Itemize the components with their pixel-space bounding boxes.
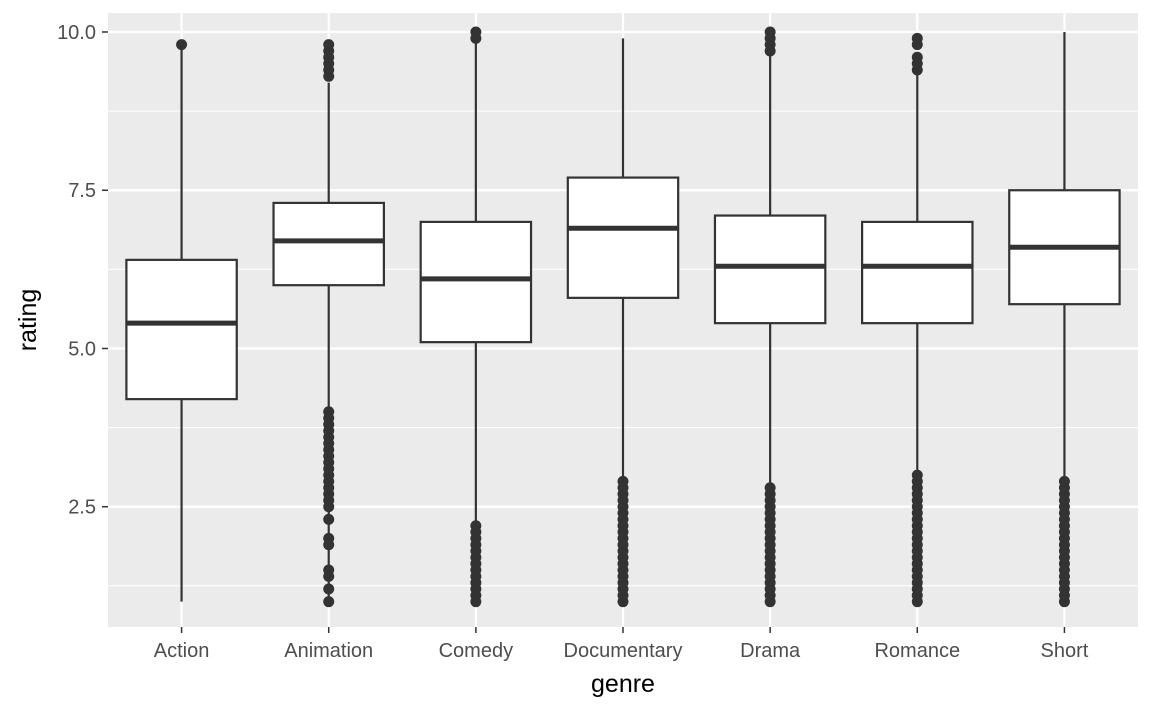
y-axis-title: rating bbox=[14, 289, 42, 352]
box-animation bbox=[272, 39, 385, 608]
outlier-point bbox=[323, 564, 335, 576]
outlier-point bbox=[323, 532, 335, 544]
outlier-point bbox=[323, 596, 335, 608]
box-romance bbox=[861, 32, 974, 608]
outlier-point bbox=[617, 475, 629, 487]
y-tick-label: 7.5 bbox=[68, 180, 96, 202]
outlier-point bbox=[323, 583, 335, 595]
outlier-point bbox=[323, 39, 335, 51]
outlier-point bbox=[1058, 475, 1070, 487]
outlier-point bbox=[470, 520, 482, 532]
x-tick-label: Animation bbox=[284, 640, 373, 662]
boxes bbox=[125, 26, 1121, 608]
box-comedy bbox=[419, 26, 533, 608]
x-tick-label: Comedy bbox=[439, 640, 513, 662]
outlier-point bbox=[323, 406, 335, 418]
iqr-box bbox=[419, 220, 533, 344]
outlier-point bbox=[176, 39, 188, 51]
outlier-point bbox=[470, 26, 482, 38]
x-tick-label: Romance bbox=[874, 640, 960, 662]
x-tick-label: Short bbox=[1041, 640, 1089, 662]
iqr-box bbox=[566, 176, 680, 299]
x-tick-label: Documentary bbox=[564, 640, 683, 662]
box-short bbox=[1008, 31, 1121, 608]
x-tick-label: Drama bbox=[740, 640, 801, 662]
iqr-box bbox=[125, 258, 238, 401]
y-tick-label: 5.0 bbox=[68, 338, 96, 360]
outlier-point bbox=[911, 32, 923, 44]
outlier-point bbox=[911, 51, 923, 63]
x-tick-label: Action bbox=[154, 640, 210, 662]
outlier-point bbox=[911, 469, 923, 481]
iqr-box bbox=[713, 214, 827, 325]
box-action bbox=[125, 39, 238, 602]
box-drama bbox=[713, 26, 827, 608]
outlier-point bbox=[764, 26, 776, 38]
outlier-point bbox=[764, 482, 776, 494]
box-documentary bbox=[566, 38, 680, 608]
y-tick-label: 2.5 bbox=[68, 497, 96, 519]
x-axis: Action Animation Comedy Documentary Drama Rom… bbox=[154, 627, 1089, 662]
y-tick-label: 10.0 bbox=[57, 22, 96, 44]
y-axis: 2.5 5.0 7.5 10.0 bbox=[57, 22, 108, 519]
iqr-box bbox=[861, 220, 974, 325]
x-axis-title: genre bbox=[591, 670, 655, 698]
iqr-box bbox=[272, 201, 385, 287]
outlier-point bbox=[323, 513, 335, 525]
